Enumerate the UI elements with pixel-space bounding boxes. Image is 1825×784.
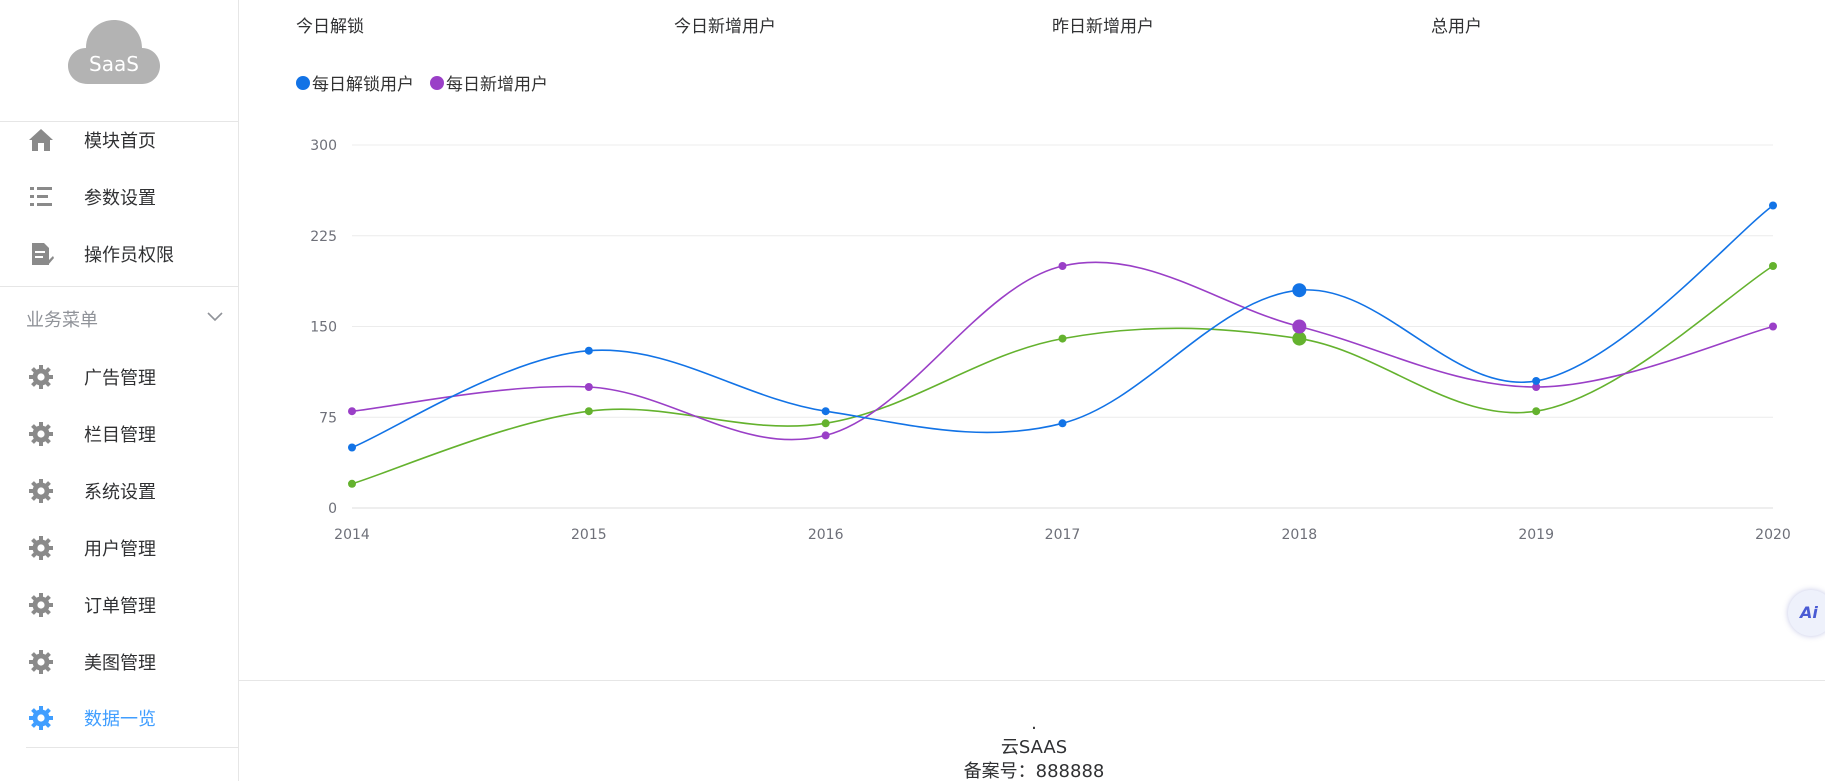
sidebar-item-label: 广告管理 (84, 368, 156, 389)
series-line-2 (351, 265, 1774, 485)
data-point-series-1 (1292, 319, 1307, 334)
legend-item-daily-unlock[interactable]: 每日解锁用户 (296, 70, 414, 95)
data-point-series-1 (348, 407, 356, 416)
data-point-series-2 (1532, 407, 1541, 416)
data-point-series-0 (1769, 201, 1777, 210)
sidebar: SaaS 模块首页 参数设置 操作员权限 业务菜单 广告管理 栏目管理系 (0, 0, 239, 781)
sidebar-item-param-settings[interactable]: 参数设置 (0, 169, 238, 225)
data-point-series-0 (584, 346, 593, 355)
sidebar-item-label: 用户管理 (84, 539, 156, 560)
list-settings-icon (30, 187, 52, 206)
data-point-series-2 (348, 479, 356, 488)
sidebar-divider (0, 286, 238, 287)
footer-dot: . (1031, 713, 1037, 734)
x-tick-label: 2014 (334, 527, 370, 543)
sidebar-item-label: 系统设置 (84, 482, 156, 503)
footer: . 云SAAS 备案号：888888 (839, 712, 1229, 784)
footer-divider (239, 680, 1825, 681)
y-tick-label: 150 (310, 320, 337, 336)
data-point-series-2 (584, 407, 593, 416)
data-point-series-2 (1769, 262, 1777, 270)
chart-legend: 每日解锁用户 每日新增用户 (296, 70, 564, 95)
sidebar-item-label: 订单管理 (84, 596, 156, 617)
stat-total-users: 总用户 (1431, 17, 1482, 37)
sidebar-item-module-home[interactable]: 模块首页 (0, 112, 238, 168)
legend-label: 每日解锁用户 (312, 75, 414, 95)
y-tick-label: 0 (328, 501, 337, 517)
legend-item-daily-new[interactable]: 每日新增用户 (430, 70, 548, 95)
sidebar-item-operator-permissions[interactable]: 操作员权限 (0, 226, 238, 282)
sidebar-item-3[interactable]: 系统设置 (0, 463, 238, 519)
document-edit-icon (32, 243, 54, 265)
x-tick-label: 2020 (1755, 527, 1791, 543)
sidebar-item-label: 美图管理 (84, 653, 156, 674)
gear-icon (29, 365, 53, 389)
legend-color-dot (430, 75, 444, 90)
logo-text: SaaS (89, 52, 139, 76)
logo-area: SaaS (0, 0, 238, 122)
ai-assistant-button[interactable]: Ai (1788, 590, 1825, 636)
data-point-series-1 (584, 383, 593, 391)
legend-label: 每日新增用户 (446, 75, 548, 95)
series-line-1 (351, 261, 1774, 441)
data-point-series-1 (1769, 322, 1777, 331)
sidebar-item-7[interactable]: 数据一览 (0, 690, 238, 746)
data-point-series-2 (821, 419, 830, 428)
x-tick-label: 2017 (1045, 527, 1081, 543)
chevron-down-icon (207, 312, 223, 322)
sidebar-item-4[interactable]: 用户管理 (0, 520, 238, 576)
data-point-series-1 (821, 431, 830, 440)
footer-record-number: 备案号：888888 (963, 761, 1105, 782)
stat-yesterday-new-users: 昨日新增用户 (1052, 17, 1154, 37)
sidebar-item-6[interactable]: 美图管理 (0, 634, 238, 690)
sidebar-item-label: 参数设置 (84, 188, 156, 209)
sidebar-item-label: 操作员权限 (84, 245, 174, 266)
gear-icon (29, 479, 53, 503)
sidebar-item-2[interactable]: 栏目管理 (0, 406, 238, 462)
active-item-underline (26, 747, 238, 748)
x-tick-label: 2015 (571, 527, 607, 543)
data-point-series-1 (1058, 262, 1067, 270)
submenu-title: 业务菜单 (26, 310, 98, 331)
data-point-series-0 (1292, 283, 1307, 298)
legend-color-dot (296, 75, 310, 90)
sidebar-item-label: 数据一览 (84, 709, 156, 730)
x-tick-label: 2019 (1518, 527, 1554, 543)
data-point-series-1 (1532, 383, 1541, 391)
sidebar-item-1[interactable]: 广告管理 (0, 349, 238, 405)
x-tick-label: 2016 (808, 527, 844, 543)
data-point-series-0 (1058, 419, 1067, 428)
sidebar-item-label: 栏目管理 (84, 425, 156, 446)
data-point-series-2 (1058, 334, 1067, 343)
x-tick-label: 2018 (1282, 527, 1318, 543)
data-point-series-2 (1292, 331, 1307, 346)
stat-today-unlock: 今日解锁 (296, 17, 364, 37)
stat-today-new-users: 今日新增用户 (674, 17, 776, 37)
data-point-series-0 (821, 407, 830, 416)
footer-site-name: 云SAAS (1000, 737, 1068, 758)
sidebar-item-label: 模块首页 (84, 131, 156, 152)
y-tick-label: 300 (310, 138, 337, 154)
ai-assistant-label: Ai (1800, 603, 1818, 622)
y-tick-label: 75 (319, 410, 337, 426)
gear-icon (29, 650, 53, 674)
gear-icon (29, 536, 53, 560)
gear-icon (29, 706, 53, 730)
sidebar-item-5[interactable]: 订单管理 (0, 577, 238, 633)
data-point-series-0 (348, 443, 356, 452)
y-tick-label: 225 (310, 229, 337, 245)
cloud-logo-icon (68, 20, 160, 84)
gear-icon (29, 422, 53, 446)
gear-icon (29, 593, 53, 617)
home-icon (29, 129, 53, 151)
data-point-series-0 (1532, 376, 1541, 385)
